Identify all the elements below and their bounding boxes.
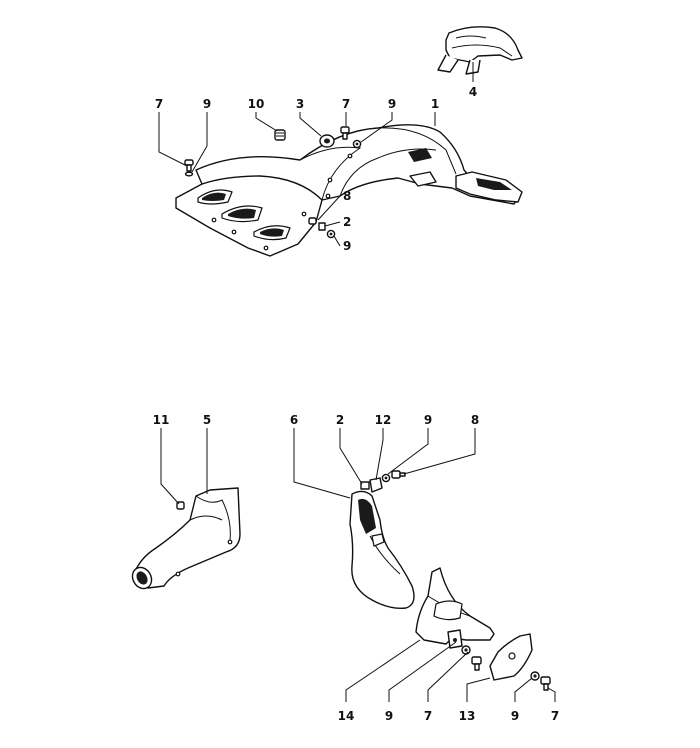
part-clip-2-top: [318, 222, 326, 231]
callout-7-bottom-right: 7: [551, 709, 559, 723]
part-shroud-1: [175, 124, 523, 257]
callout-6: 6: [290, 413, 298, 427]
part-washer-9-upper: [352, 139, 362, 149]
callout-9-top-right: 9: [343, 239, 351, 253]
callout-12: 12: [375, 413, 392, 427]
callout-7-bottom-left: 7: [424, 709, 432, 723]
part-screw-8-bottom: [391, 470, 406, 479]
part-screw-7-bottom-mid: [471, 656, 482, 671]
callout-11: 11: [153, 413, 170, 427]
callout-14: 14: [338, 709, 355, 723]
callout-4: 4: [469, 85, 477, 99]
part-bracket-12: [369, 477, 383, 493]
part-curved-duct-6: [349, 490, 415, 610]
part-screw-8-top: [308, 217, 317, 225]
callout-5: 5: [203, 413, 211, 427]
part-screw-7-bottom-right: [540, 676, 551, 691]
part-cover-4: [437, 26, 523, 75]
callout-9-bottom-left: 9: [385, 709, 393, 723]
callout-9-bottom-right: 9: [511, 709, 519, 723]
part-washer-9-bottom-mid: [461, 645, 471, 655]
callout-1: 1: [431, 97, 439, 111]
part-screw-7-left: [184, 159, 194, 177]
part-plug-10: [274, 129, 286, 141]
top-leader-lines: [158, 62, 474, 247]
bottom-leader-lines: [160, 428, 556, 702]
callout-13: 13: [459, 709, 476, 723]
part-plate-13: [489, 633, 533, 681]
callout-8-top: 8: [343, 189, 351, 203]
callout-8-bottom: 8: [471, 413, 479, 427]
callout-2-bottom: 2: [336, 413, 344, 427]
callout-2-top: 2: [343, 215, 351, 229]
part-washer-9-bottom-top: [381, 473, 391, 483]
bottom-assembly: 11 5 6 2 12 9 8 14 9 7 13 9 7: [131, 413, 559, 723]
part-plate-14: [415, 567, 495, 649]
callout-7-top-left: 7: [155, 97, 163, 111]
callout-10: 10: [248, 97, 265, 111]
callout-7-top-middle: 7: [342, 97, 350, 111]
part-clip-2-bottom: [360, 481, 370, 490]
part-grommet-3: [319, 134, 335, 148]
top-assembly: 7 9 10 3 7 9 1 4 8 2 9: [155, 26, 523, 257]
part-duct-5: [131, 487, 241, 590]
callout-9-top-middle: 9: [388, 97, 396, 111]
part-washer-9-lower: [326, 229, 336, 239]
part-screw-7-upper: [340, 126, 350, 140]
callout-3: 3: [296, 97, 304, 111]
part-washer-9-bottom-right: [530, 671, 540, 681]
callout-9-top-left: 9: [203, 97, 211, 111]
callout-9-bottom-top: 9: [424, 413, 432, 427]
